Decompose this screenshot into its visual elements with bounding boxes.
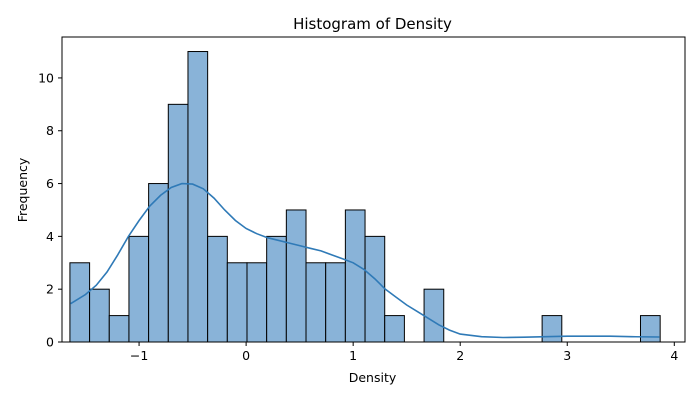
x-tick-label: 0	[242, 348, 250, 363]
histogram-bar	[541, 315, 563, 343]
x-tick-label: 3	[563, 348, 571, 363]
y-tick-label: 6	[46, 176, 54, 191]
histogram-bar	[89, 288, 110, 343]
chart-title: Histogram of Density	[293, 15, 452, 33]
y-axis-ticks: 0 2 4 6 8 10	[38, 70, 62, 350]
histogram-bar	[148, 183, 169, 343]
histogram-bar	[226, 262, 248, 343]
histogram-bar	[207, 235, 228, 343]
histogram-bar	[266, 235, 287, 343]
x-tick-label: 4	[670, 348, 678, 363]
bars-group	[69, 51, 661, 343]
y-tick-label: 4	[46, 229, 54, 244]
x-axis-label: Density	[349, 370, 397, 385]
histogram-bar	[305, 262, 327, 343]
y-tick-label: 10	[38, 70, 54, 85]
kde-curve	[70, 182, 660, 339]
histogram-bar	[246, 262, 268, 343]
x-tick-label: 1	[349, 348, 357, 363]
histogram-bar	[167, 103, 189, 343]
histogram-bar	[128, 235, 150, 343]
histogram-bar	[285, 209, 307, 343]
x-axis-ticks: −1 0 1 2 3 4	[130, 342, 678, 363]
plot-frame	[61, 36, 686, 343]
histogram-bar	[423, 288, 445, 343]
histogram-bar	[325, 262, 346, 343]
y-axis-label: Frequency	[15, 157, 30, 222]
y-tick-label: 2	[46, 282, 54, 297]
histogram-bar	[187, 51, 209, 343]
y-tick-label: 8	[46, 123, 54, 138]
histogram-bar	[344, 209, 366, 343]
histogram-bar	[639, 315, 661, 343]
histogram-bar	[384, 315, 405, 343]
histogram-bar	[364, 235, 386, 343]
y-tick-label: 0	[46, 335, 54, 350]
histogram-bar	[108, 315, 130, 343]
x-tick-label: 2	[456, 348, 464, 363]
x-tick-label: −1	[130, 348, 148, 363]
